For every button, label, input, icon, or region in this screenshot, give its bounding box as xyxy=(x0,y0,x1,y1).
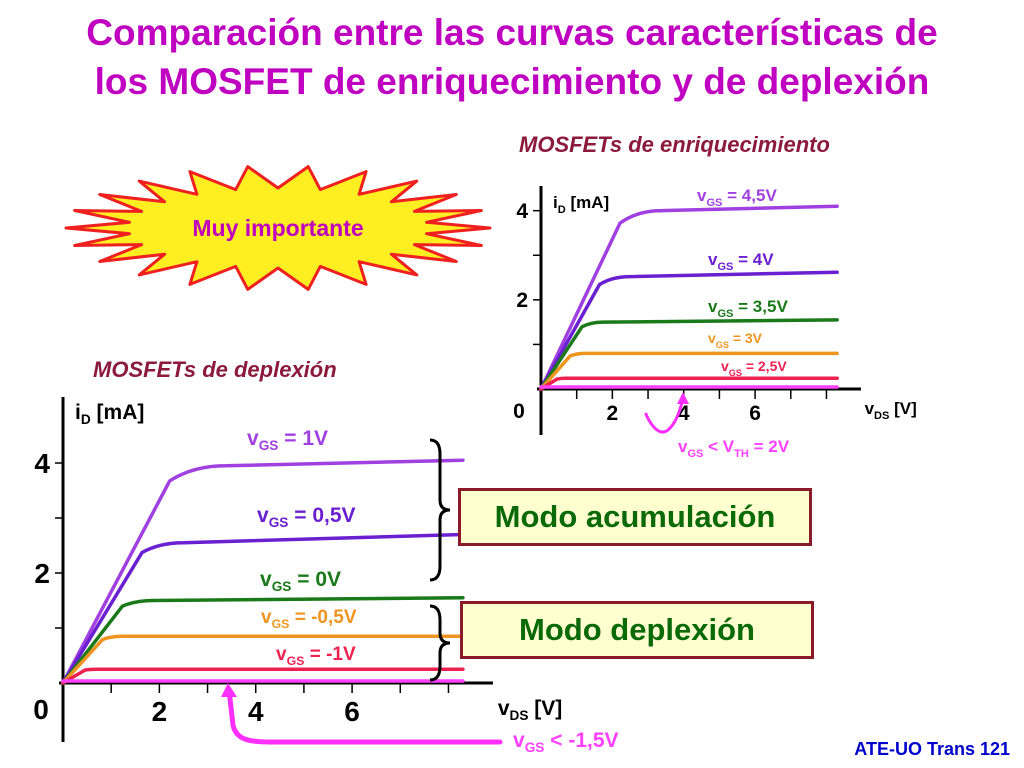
depletion-y-axis-label: iD [mA] xyxy=(75,401,144,427)
depletion-origin-label: 0 xyxy=(33,694,49,725)
depletion-series-label: vGS = -0,5V xyxy=(261,607,357,631)
depletion-pointer-line xyxy=(226,687,503,745)
brace-acumulacion xyxy=(429,438,451,582)
enrichment-x-tick-label: 6 xyxy=(749,402,761,425)
depletion-series-label: vGS = 0V xyxy=(260,568,341,594)
footer-label: ATE-UO Trans 121 xyxy=(854,739,1010,759)
enrichment-series-line xyxy=(539,351,839,391)
title-line-2: los MOSFET de enriquecimiento y de deple… xyxy=(94,61,930,102)
depletion-x-tick-label: 2 xyxy=(152,696,168,727)
depletion-series-line xyxy=(61,596,465,685)
depletion-series-line xyxy=(61,634,465,685)
depletion-series-line xyxy=(61,458,465,685)
enrichment-series-label: vGS = 4V xyxy=(708,250,774,273)
depletion-series-label: vGS = -1V xyxy=(276,644,356,668)
depletion-x-axis-label: vDS [V] xyxy=(498,697,562,723)
depletion-y-tick-label: 4 xyxy=(34,448,50,479)
enrichment-x-tick-label: 2 xyxy=(607,402,619,425)
depletion-series-label: vGS < -1,5V xyxy=(513,729,619,755)
title-line-1: Comparación entre las curvas característ… xyxy=(86,12,938,53)
depletion-series-label: vGS = 1V xyxy=(247,427,328,453)
depletion-x-tick-label: 4 xyxy=(248,696,264,727)
enrichment-series-label: vGS = 2,5V xyxy=(721,358,787,378)
page-title: Comparación entre las curvas característ… xyxy=(0,8,1024,106)
depletion-series-line xyxy=(61,532,465,685)
enrichment-x-axis-label: vDS [V] xyxy=(865,399,917,422)
brace-deplexion xyxy=(429,604,451,682)
depletion-pointer-arrowhead xyxy=(221,683,237,697)
enrichment-y-axis-label: iD [mA] xyxy=(553,193,609,216)
depletion-chart: 4 2 2 4 6 0 iD [mA] vDS [V] vGS = 1V vGS = 0,5V vG… xyxy=(33,397,619,755)
depletion-y-tick-label: 2 xyxy=(34,558,50,589)
depletion-series-line xyxy=(61,667,465,685)
enrichment-series-line xyxy=(539,376,839,391)
enrichment-pointer-line xyxy=(644,396,685,434)
mode-acumulacion-box: Modo acumulación xyxy=(458,488,812,546)
mode-acumulacion-label: Modo acumulación xyxy=(494,499,776,534)
enrichment-series-label: vGS < VTH = 2V xyxy=(678,437,790,460)
depletion-series-label: vGS = 0,5V xyxy=(257,504,356,530)
enrichment-y-tick-label: 4 xyxy=(516,200,528,223)
enrichment-series-line xyxy=(539,204,839,391)
enrichment-series-label: vGS = 3V xyxy=(708,330,763,350)
enrichment-series-label: vGS = 4,5V xyxy=(697,186,777,209)
depletion-chart-title: MOSFETs de deplexión xyxy=(93,357,337,382)
enrichment-chart-title: MOSFETs de enriquecimiento xyxy=(519,132,830,157)
enrichment-series-line xyxy=(539,270,839,391)
enrichment-series-label: vGS = 3,5V xyxy=(708,297,788,320)
mode-deplexion-box: Modo deplexión xyxy=(460,601,814,659)
enrichment-pointer-arrowhead xyxy=(677,392,689,404)
enrichment-series-line xyxy=(539,318,839,391)
mode-deplexion-label: Modo deplexión xyxy=(519,612,755,647)
enrichment-y-tick-label: 2 xyxy=(516,289,528,312)
enrichment-origin-label: 0 xyxy=(513,400,525,423)
depletion-x-tick-label: 6 xyxy=(344,696,360,727)
